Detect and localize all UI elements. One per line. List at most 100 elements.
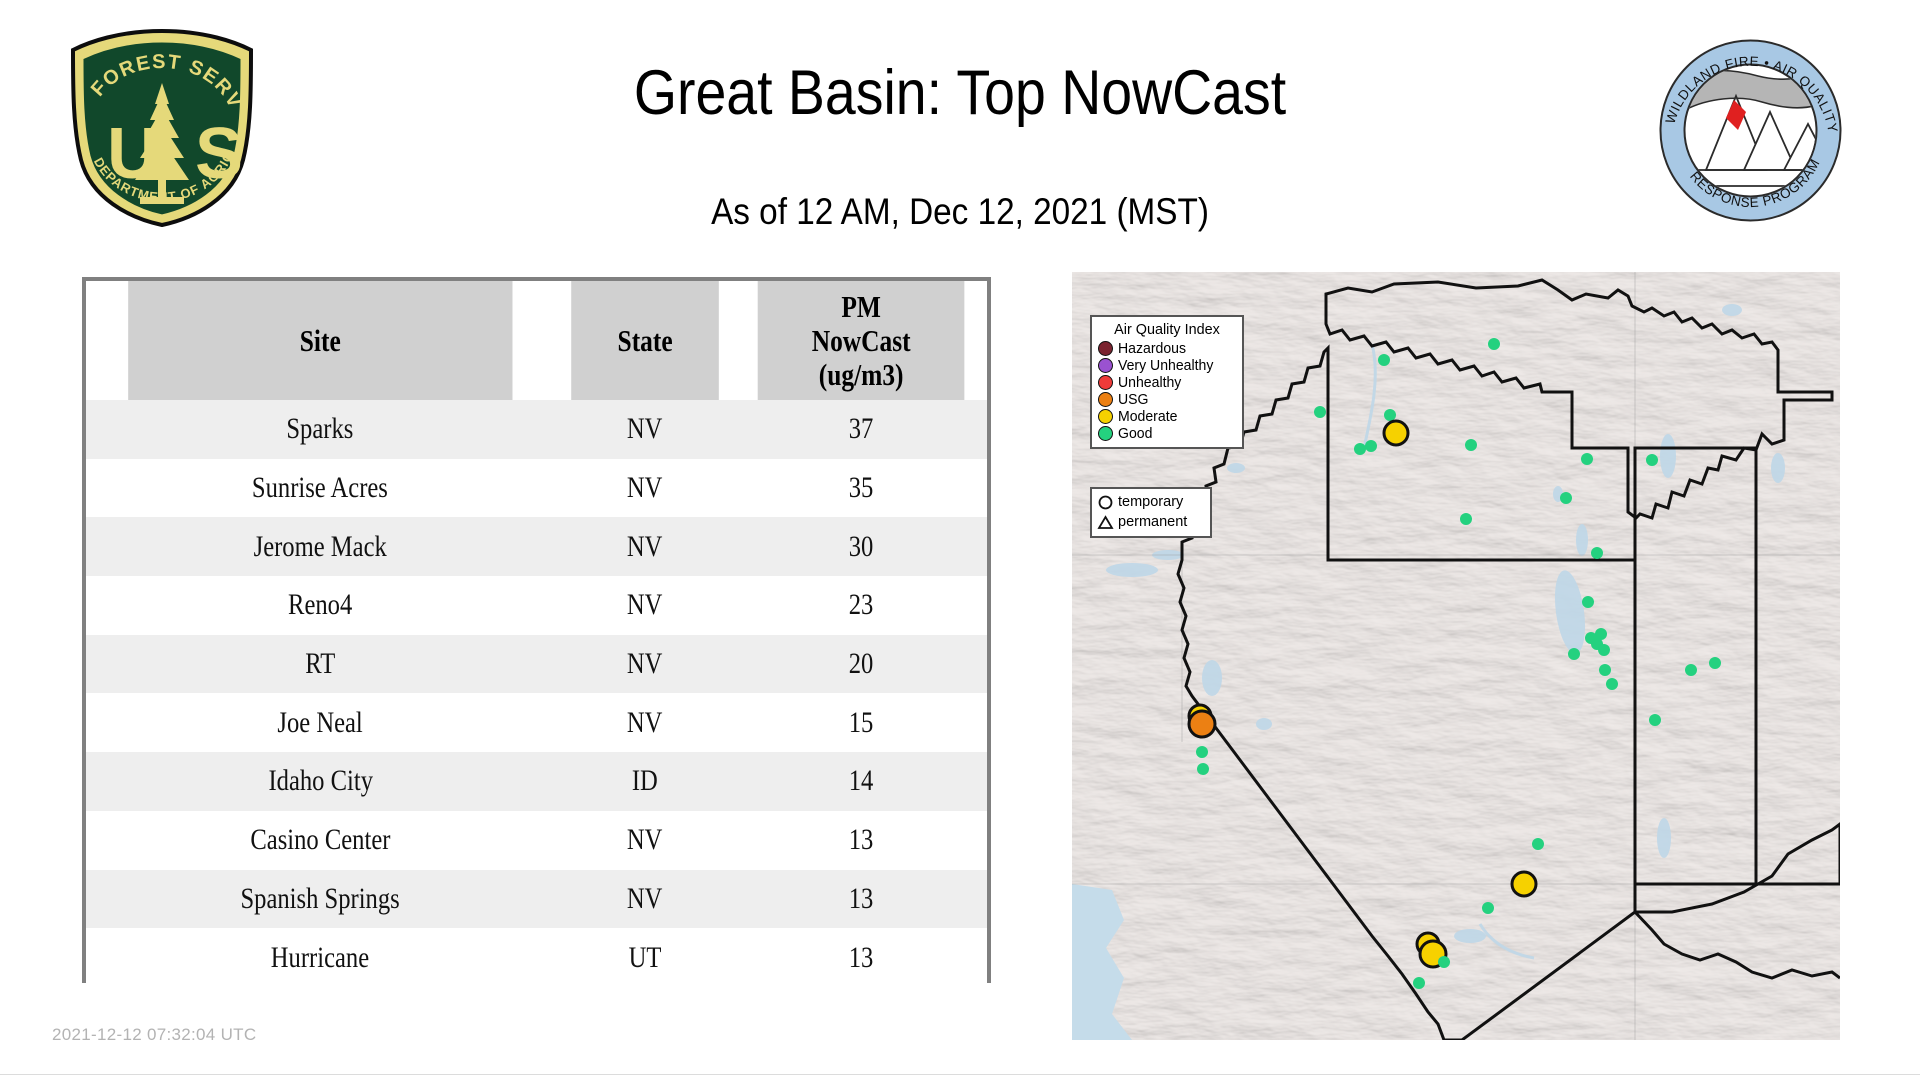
monitor-marker-usg[interactable] <box>1187 709 1217 739</box>
aqi-legend-row: Good <box>1098 425 1236 442</box>
cell-site: RT <box>86 634 555 694</box>
cell-state: NV <box>554 576 735 635</box>
aqi-legend-label: Good <box>1118 425 1153 442</box>
aqi-legend-title: Air Quality Index <box>1114 321 1220 338</box>
cell-state: NV <box>554 458 735 518</box>
aqi-legend-row: USG <box>1098 391 1236 408</box>
ocean-water <box>1072 884 1132 1040</box>
monitor-marker-good[interactable] <box>1460 513 1472 525</box>
monitor-marker-good[interactable] <box>1438 956 1450 968</box>
monitor-marker-good[interactable] <box>1646 454 1658 466</box>
cell-pm-nowcast: 13 <box>734 928 987 987</box>
aqi-legend-label: Hazardous <box>1118 340 1187 357</box>
aqi-legend-row: Unhealthy <box>1098 374 1236 391</box>
column-header-site: Site <box>128 281 513 400</box>
table-row: Sunrise Acres NV 35 <box>86 458 987 518</box>
table-row: Spanish Springs NV 13 <box>86 869 987 929</box>
monitor-marker-good[interactable] <box>1598 644 1610 656</box>
monitor-marker-good[interactable] <box>1595 628 1607 640</box>
table-row: Reno4 NV 23 <box>86 576 987 635</box>
table-row: Hurricane UT 13 <box>86 928 987 987</box>
cell-site: Jerome Mack <box>86 517 555 577</box>
monitor-marker-good[interactable] <box>1599 664 1611 676</box>
legend-row-temporary: temporary <box>1097 492 1205 512</box>
state-boundaries <box>1176 278 1840 1040</box>
monitor-marker-good[interactable] <box>1606 678 1618 690</box>
monitor-marker-good[interactable] <box>1532 838 1544 850</box>
cell-pm-nowcast: 15 <box>734 693 987 753</box>
monitor-marker-good[interactable] <box>1413 977 1425 989</box>
monitor-symbol-legend: temporary permanent <box>1090 487 1212 538</box>
cell-pm-nowcast: 23 <box>734 576 987 635</box>
monitor-marker-good[interactable] <box>1582 596 1594 608</box>
aqi-color-swatch-icon <box>1098 375 1113 390</box>
monitor-marker-good[interactable] <box>1709 657 1721 669</box>
monitor-marker-good[interactable] <box>1591 547 1603 559</box>
pine-tree-icon <box>135 83 189 204</box>
monitor-marker-good[interactable] <box>1196 746 1208 758</box>
page-title: Great Basin: Top NowCast <box>633 58 1287 128</box>
table-row: Idaho City ID 14 <box>86 752 987 811</box>
monitor-marker-good[interactable] <box>1365 440 1377 452</box>
page-subtitle: As of 12 AM, Dec 12, 2021 (MST) <box>711 191 1209 232</box>
table-row: Casino Center NV 13 <box>86 810 987 870</box>
monitor-marker-good[interactable] <box>1560 492 1572 504</box>
table-row: Sparks NV 37 <box>86 400 987 459</box>
cell-pm-nowcast: 14 <box>734 752 987 811</box>
monitor-marker-good[interactable] <box>1581 453 1593 465</box>
cell-state: NV <box>554 634 735 694</box>
cell-pm-nowcast: 20 <box>734 634 987 694</box>
table-row: RT NV 20 <box>86 634 987 694</box>
monitor-marker-moderate[interactable] <box>1510 870 1538 898</box>
footer-divider <box>0 1074 1920 1075</box>
monitor-marker-good[interactable] <box>1488 338 1500 350</box>
cell-site: Reno4 <box>86 576 555 635</box>
cell-pm-nowcast: 30 <box>734 517 987 577</box>
monitor-marker-good[interactable] <box>1384 409 1396 421</box>
aqi-color-swatch-icon <box>1098 426 1113 441</box>
cell-pm-nowcast: 37 <box>734 400 987 459</box>
water-features <box>1106 304 1785 960</box>
table-header-row: Site State PM NowCast (ug/m3) <box>86 281 987 400</box>
table-row: Jerome Mack NV 30 <box>86 517 987 577</box>
cell-pm-nowcast: 13 <box>734 810 987 870</box>
cell-site: Sunrise Acres <box>86 458 555 518</box>
legend-label-permanent: permanent <box>1118 514 1188 530</box>
aqi-legend-row: Very Unhealthy <box>1098 357 1236 374</box>
legend-label-temporary: temporary <box>1118 494 1184 510</box>
aqi-color-swatch-icon <box>1098 392 1113 407</box>
monitor-marker-good[interactable] <box>1378 354 1390 366</box>
monitor-marker-good[interactable] <box>1649 714 1661 726</box>
aqi-color-swatch-icon <box>1098 358 1113 373</box>
monitor-marker-moderate[interactable] <box>1382 419 1410 447</box>
monitor-marker-good[interactable] <box>1314 406 1326 418</box>
aqi-color-swatch-icon <box>1098 409 1113 424</box>
cell-site: Casino Center <box>86 810 555 870</box>
monitor-marker-good[interactable] <box>1354 443 1366 455</box>
cell-state: NV <box>554 810 735 870</box>
monitor-marker-good[interactable] <box>1465 439 1477 451</box>
top-nowcast-table: Site State PM NowCast (ug/m3) Sparks NV 37… <box>82 277 991 987</box>
cell-site: Idaho City <box>86 752 555 811</box>
monitor-marker-good[interactable] <box>1197 763 1209 775</box>
column-header-pm-nowcast: PM NowCast (ug/m3) <box>757 281 965 400</box>
aqi-legend-label: Unhealthy <box>1118 374 1182 391</box>
cell-state: UT <box>554 928 735 987</box>
cell-state: NV <box>554 400 735 459</box>
aqi-legend-row: Hazardous <box>1098 340 1236 357</box>
aqi-legend-label: Moderate <box>1118 408 1178 425</box>
column-header-state: State <box>570 281 719 400</box>
monitor-marker-good[interactable] <box>1482 902 1494 914</box>
cell-site: Sparks <box>86 400 555 459</box>
cell-pm-nowcast: 35 <box>734 458 987 518</box>
fire-flame-icon <box>1726 100 1746 130</box>
aqi-color-swatch-icon <box>1098 341 1113 356</box>
circle-icon <box>1097 494 1114 511</box>
cell-state: ID <box>554 752 735 811</box>
aqi-legend-label: Very Unhealthy <box>1118 357 1214 374</box>
monitor-markers-layer[interactable] <box>1187 338 1721 989</box>
monitor-marker-good[interactable] <box>1685 664 1697 676</box>
usda-forest-service-logo: FOREST SERVICE U S DEPARTMENT OF AGRICUL… <box>47 11 270 228</box>
monitor-marker-good[interactable] <box>1568 648 1580 660</box>
aqi-legend-label: USG <box>1118 391 1149 408</box>
